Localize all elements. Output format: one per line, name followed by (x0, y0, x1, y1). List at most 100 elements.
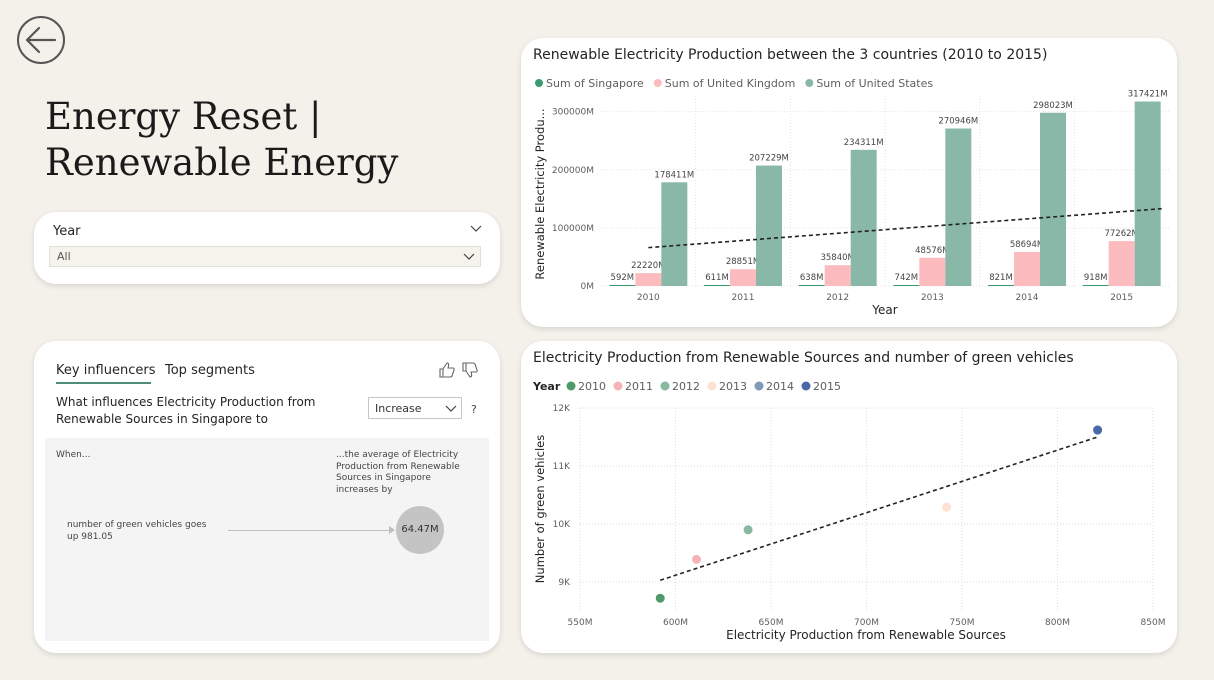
legend-marker (801, 381, 811, 391)
data-label: 234311M (844, 138, 884, 148)
x-tick-label: 550M (568, 618, 593, 628)
bar (661, 182, 688, 286)
bar (798, 285, 825, 286)
y-tick-label: 200000M (552, 166, 594, 176)
data-label: 742M (895, 273, 919, 283)
data-label: 35840M (820, 253, 854, 263)
data-point (1093, 425, 1103, 435)
legend-label: Sum of United States (816, 77, 933, 90)
legend-label: 2010 (578, 380, 606, 393)
increase-dropdown[interactable]: Increase (368, 397, 462, 419)
legend-label: Sum of Singapore (546, 77, 644, 90)
legend-label: 2011 (625, 380, 653, 393)
bar (1108, 241, 1135, 286)
page-title: Energy Reset | Renewable Energy (45, 95, 399, 184)
tab-top-segments[interactable]: Top segments (165, 363, 255, 378)
chevron-down-icon[interactable] (445, 404, 457, 414)
bar (730, 269, 756, 286)
chevron-down-icon[interactable] (470, 224, 482, 234)
y-tick-label: 300000M (552, 108, 594, 118)
help-icon[interactable]: ? (471, 403, 477, 416)
legend-marker (653, 79, 662, 87)
bar (824, 265, 851, 286)
data-label: 207229M (749, 154, 789, 164)
bar (1014, 251, 1040, 286)
tab-key-influencers[interactable]: Key influencers (56, 363, 156, 378)
legend-title: Year (532, 380, 561, 393)
trend-line (648, 207, 1162, 249)
x-tick-label: 2010 (637, 293, 660, 303)
data-label: 48576M (915, 246, 949, 256)
data-label: 918M (1084, 273, 1108, 283)
legend-marker (805, 79, 814, 87)
tab-active-underline (56, 382, 151, 384)
scatter-chart-title: Electricity Production from Renewable So… (533, 350, 1074, 366)
scatter-chart-card: Electricity Production from Renewable So… (521, 341, 1177, 653)
x-axis-title: Year (871, 303, 897, 317)
bar (1040, 112, 1066, 286)
thumbs-down-icon[interactable] (461, 361, 479, 379)
ki-when-label: When... (56, 450, 91, 460)
data-label: 821M (989, 273, 1013, 283)
data-label: 270946M (938, 117, 978, 127)
legend-label: Sum of United Kingdom (665, 77, 796, 90)
ki-connector-arrow (389, 526, 395, 534)
y-tick-label: 12K (553, 404, 571, 414)
bar (893, 285, 920, 286)
data-point (655, 593, 665, 603)
data-point (942, 502, 952, 512)
legend-marker (754, 381, 764, 391)
legend-marker (566, 381, 576, 391)
data-label: 638M (800, 273, 824, 283)
y-tick-label: 100000M (552, 224, 594, 234)
scatter-chart: Year 2010 2011 2012 2013 2014 2015 9K 10K 11K 12K 5… (532, 380, 1166, 642)
legend-marker (535, 79, 543, 87)
y-axis-title: Number of green vehicles (533, 435, 547, 583)
ki-result-panel: When... ...the average of Electricity Pr… (45, 438, 489, 641)
year-dropdown-value: All (57, 250, 71, 263)
x-tick-label: 650M (759, 618, 784, 628)
slicer-header: Year (53, 224, 81, 239)
x-tick-label: 2011 (732, 293, 755, 303)
bar-chart-title: Renewable Electricity Production between… (533, 47, 1048, 63)
bar (1134, 101, 1161, 286)
bar (704, 285, 730, 286)
data-label: 317421M (1128, 89, 1168, 99)
ki-factor[interactable]: number of green vehicles goes up 981.05 (67, 520, 207, 542)
legend-marker (707, 381, 717, 391)
legend-marker (613, 381, 623, 391)
x-axis-title: Electricity Production from Renewable So… (726, 628, 1006, 642)
back-arrow-icon[interactable] (17, 16, 65, 64)
x-tick-label: 750M (950, 618, 975, 628)
chevron-down-icon[interactable] (463, 252, 475, 262)
year-dropdown[interactable]: All (49, 246, 481, 267)
ki-result-label: ...the average of Electricity Production… (336, 450, 460, 495)
ki-question: What influences Electricity Production f… (56, 395, 316, 426)
bar (1082, 285, 1109, 286)
legend-label: 2015 (813, 380, 841, 393)
y-tick-label: 10K (553, 520, 571, 530)
data-label: 58694M (1010, 240, 1044, 250)
data-label: 592M (611, 273, 635, 283)
year-slicer: Year All (34, 212, 500, 284)
x-tick-label: 800M (1045, 618, 1070, 628)
bar-chart: Sum of Singapore Sum of United Kingdom Sum… (533, 77, 1169, 317)
bar (756, 165, 782, 286)
data-point (743, 525, 753, 535)
x-tick-label: 2013 (921, 293, 944, 303)
data-label: 77262M (1104, 229, 1138, 239)
bar (635, 273, 662, 286)
y-tick-label: 0M (581, 282, 595, 292)
y-tick-label: 11K (553, 462, 571, 472)
legend-marker (660, 381, 670, 391)
legend-label: 2012 (672, 380, 700, 393)
data-label: 22220M (631, 261, 665, 271)
thumbs-up-icon[interactable] (438, 361, 456, 379)
x-tick-label: 2012 (826, 293, 849, 303)
bar (988, 285, 1014, 286)
data-label: 298023M (1033, 101, 1073, 111)
data-label: 178411M (654, 170, 694, 180)
x-tick-label: 850M (1141, 618, 1166, 628)
ki-result-bubble: 64.47M (396, 506, 444, 554)
data-label: 611M (705, 273, 729, 283)
